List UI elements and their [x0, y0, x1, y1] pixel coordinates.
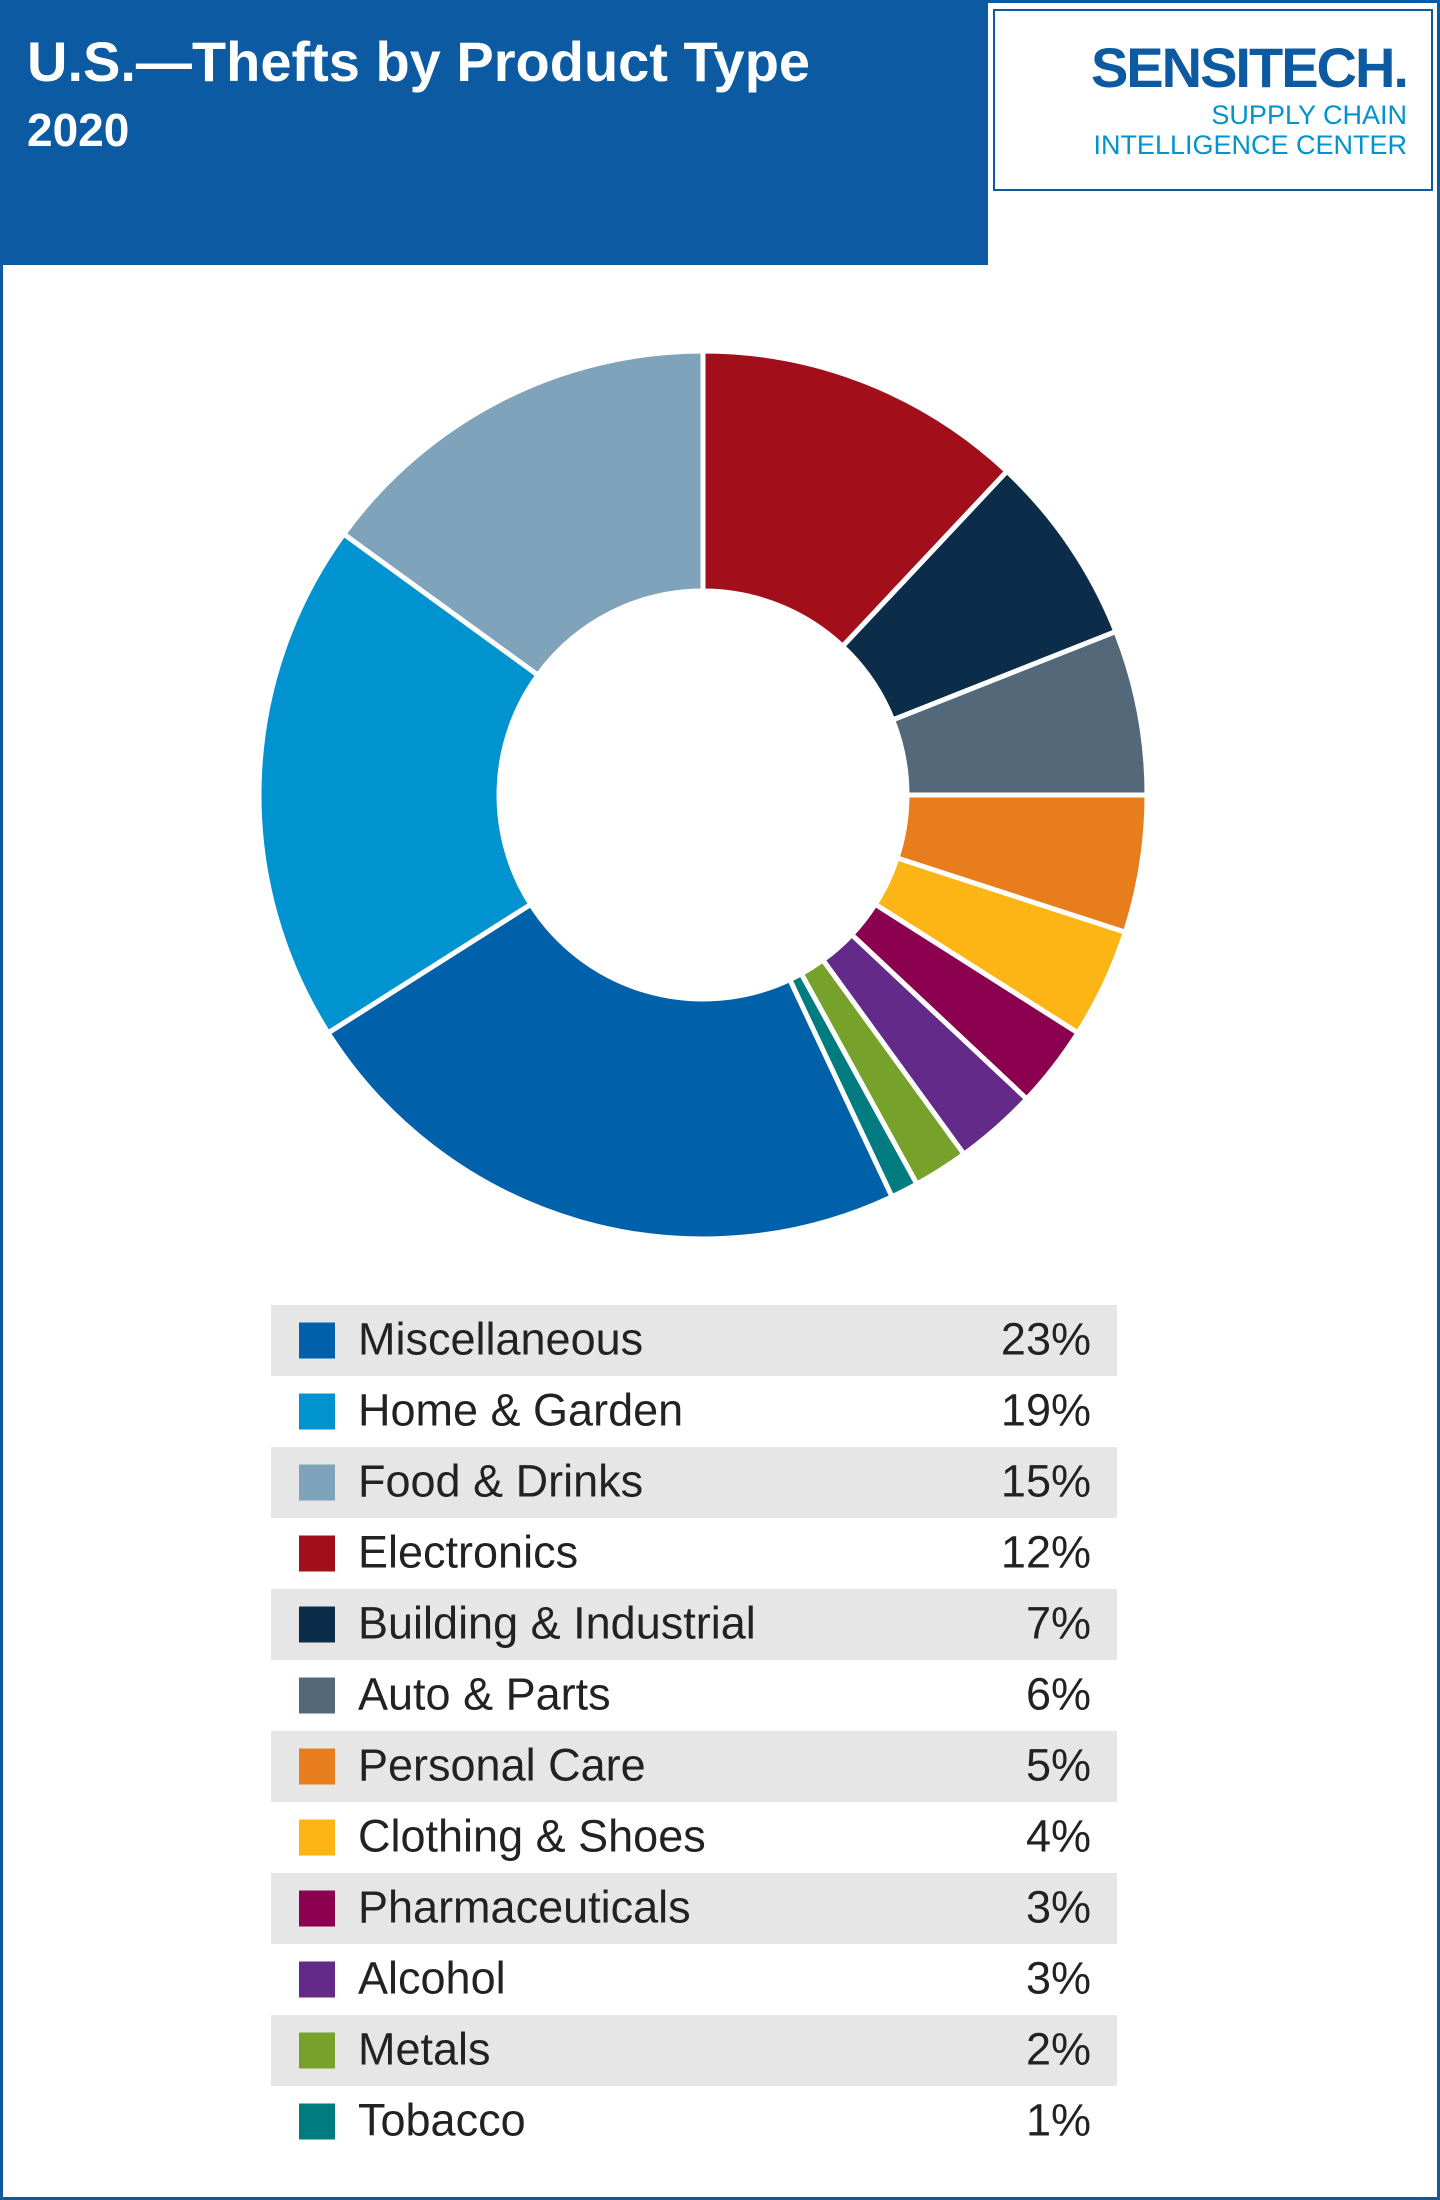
value-label: 23%: [1001, 1313, 1091, 1364]
value-label: 15%: [1001, 1455, 1091, 1506]
legend-row-bg: [271, 1305, 1117, 1376]
legend-label: Metals: [358, 2023, 491, 2074]
legend-label: Pharmaceuticals: [358, 1881, 691, 1932]
legend-label: Home & Garden: [358, 1384, 683, 1435]
value-label: 19%: [1001, 1384, 1091, 1435]
legend-row-bg: [271, 1873, 1117, 1944]
donut-slice: [324, 900, 896, 1242]
donut-slice: [700, 348, 1011, 650]
legend-swatch: [299, 1819, 335, 1856]
value-label: 3%: [1026, 1881, 1091, 1932]
donut-slice: [786, 970, 921, 1201]
legend-label: Miscellaneous: [358, 1313, 643, 1364]
value-label: 4%: [1026, 1810, 1091, 1861]
legend-swatch: [299, 1393, 335, 1430]
legend-swatch: [299, 1748, 335, 1785]
legend-label: Electronics: [358, 1526, 578, 1577]
value-label: 3%: [1026, 1952, 1091, 2003]
chart: Miscellaneous 23% Home & Garden 19% Food & D…: [256, 348, 1150, 2145]
chart-subtitle: 2020: [27, 104, 130, 156]
legend-swatch: [299, 1464, 335, 1501]
donut-slice: [256, 530, 542, 1037]
legend-label: Clothing & Shoes: [358, 1810, 706, 1861]
legend-label: Alcohol: [358, 1952, 506, 2003]
legend-row-bg: [271, 2015, 1117, 2086]
legend-label: Building & Industrial: [358, 1597, 756, 1648]
value-label: 2%: [1026, 2023, 1091, 2074]
legend-row-bg: [271, 1731, 1117, 1802]
legend-swatch: [299, 1535, 335, 1572]
legend-label: Food & Drinks: [358, 1455, 643, 1506]
logo-tagline: INTELLIGENCE CENTER: [1093, 130, 1407, 160]
legend-swatch: [299, 1890, 335, 1927]
legend-swatch: [299, 1606, 335, 1643]
legend-swatch: [299, 1961, 335, 1998]
value-label: 1%: [1026, 2094, 1091, 2145]
legend-row-bg: [271, 1447, 1117, 1518]
legend-label: Personal Care: [358, 1739, 646, 1790]
legend-label: Auto & Parts: [358, 1668, 611, 1719]
value-label: 6%: [1026, 1668, 1091, 1719]
logo-tagline: SUPPLY CHAIN: [1211, 100, 1407, 130]
legend-row-bg: [271, 1589, 1117, 1660]
header: U.S.—Thefts by Product Type 2020: [3, 3, 988, 265]
legend-swatch: [299, 2103, 335, 2140]
legend-swatch: [299, 1677, 335, 1714]
value-label: 12%: [1001, 1526, 1091, 1577]
value-label: 5%: [1026, 1739, 1091, 1790]
donut-slice: [340, 348, 706, 679]
legend-label: Tobacco: [358, 2094, 526, 2145]
chart-title: U.S.—Thefts by Product Type: [27, 30, 811, 93]
value-label: 7%: [1026, 1597, 1091, 1648]
logo-name: SENSITECH.: [1090, 36, 1409, 99]
legend-swatch: [299, 1322, 335, 1359]
logo: SENSITECH. SUPPLY CHAIN INTELLIGENCE CEN…: [993, 9, 1433, 191]
legend-swatch: [299, 2032, 335, 2069]
